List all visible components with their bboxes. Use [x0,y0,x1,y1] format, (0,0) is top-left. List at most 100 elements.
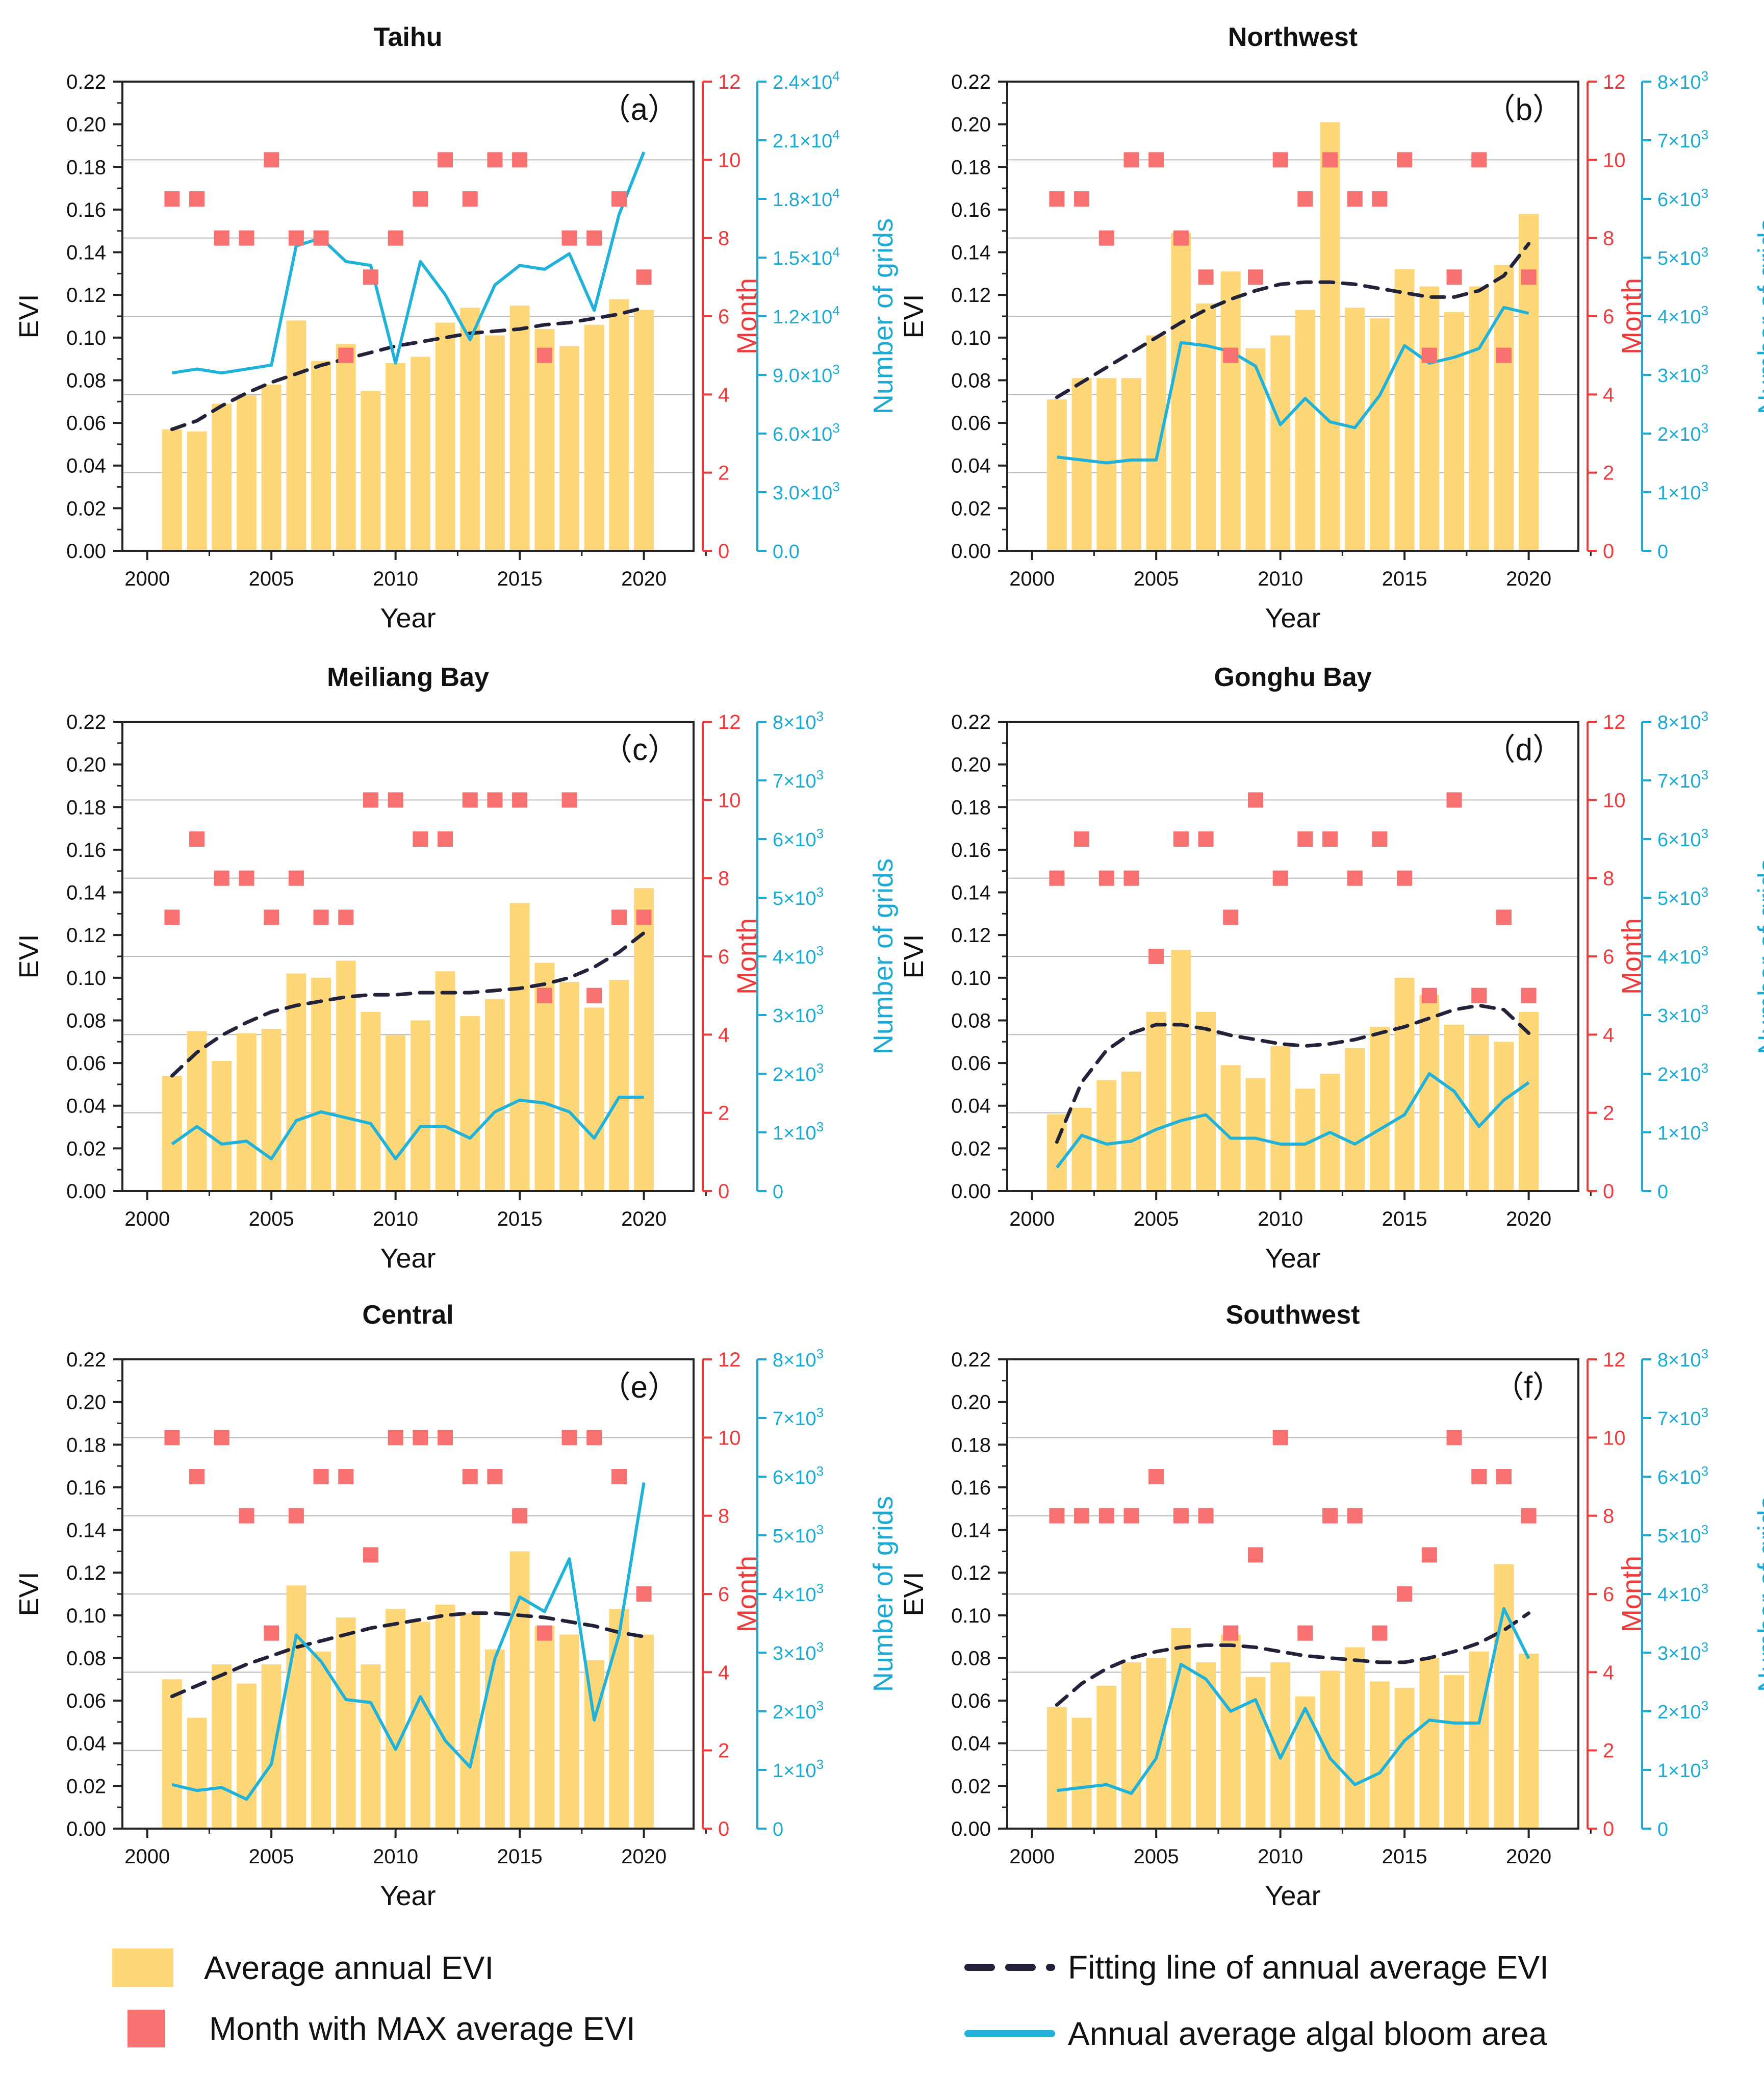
y-tick-label: 0.16 [951,199,991,221]
grid-tick-label: 6×103 [773,826,824,851]
evi-bar [1171,233,1191,551]
month-tick-label: 8 [1603,868,1614,890]
month-marker [164,909,180,925]
month-tick-label: 10 [1603,1427,1626,1449]
y-tick-label: 0.02 [66,1137,106,1160]
month-marker [1198,269,1214,285]
grid-tick-exponent: 4 [832,244,839,260]
grid-tick-base: 9.0×10 [773,365,832,387]
y-tick-label: 0.22 [66,71,106,93]
evi-bar [162,1679,182,1829]
month-marker [1347,191,1363,207]
evi-bar [1270,1046,1291,1191]
grid-tick-base: 2×10 [773,1702,816,1723]
x-tick-label: 2000 [1009,1845,1055,1868]
grid-tick-label: 4×103 [1657,943,1708,968]
grid-tick-base: 3×10 [1657,1005,1701,1027]
grid-tick-label: 5×103 [1657,884,1708,909]
evi-bar [634,1634,654,1829]
y-axis-evi: 0.00 0.02 0.04 0.06 0.08 0.10 0.12 0.14 0.16 0.18… [14,711,122,1203]
chart-title: Central [362,1300,453,1330]
evi-bar [386,1035,406,1191]
x-tick-label: 2010 [373,568,418,590]
month-marker [611,909,627,925]
evi-bar [336,1617,356,1829]
gridlines [122,1359,694,1751]
x-tick-label: 2005 [1134,1208,1179,1230]
month-marker [1247,269,1263,285]
evi-bar [460,308,480,551]
month-marker [536,347,552,363]
x-tick-label: 2020 [621,568,667,590]
y-tick-label: 0.02 [951,1137,991,1160]
grid-tick-exponent: 3 [1701,1698,1708,1713]
evi-bar [1394,977,1415,1191]
evi-bar [509,306,530,551]
y-tick-label: 0.08 [951,369,991,392]
grid-tick-base: 5×10 [1657,248,1701,269]
evi-bar [410,1020,430,1191]
evi-bar [1369,318,1390,551]
month-marker [1173,230,1189,246]
evi-bar [410,357,430,551]
month-tick-label: 12 [1603,711,1626,733]
grid-tick-exponent: 3 [1701,943,1708,958]
evi-bars [162,888,654,1191]
evi-bar [1519,214,1539,551]
evi-bar [1444,1024,1464,1191]
grid-tick-exponent: 3 [816,1639,824,1655]
x-tick-label: 2015 [1382,1845,1427,1868]
legend-line-swatch [964,2030,1055,2037]
y-tick-label: 0.18 [66,1434,106,1456]
grid-tick-label: 0 [1657,1181,1668,1203]
evi-bar [1220,1065,1241,1191]
grid-tick-label: 8×103 [773,1346,824,1371]
evi-bar [1096,1685,1117,1829]
x-tick-label: 2010 [1258,1208,1303,1230]
y-tick-label: 0.02 [951,1775,991,1797]
grid-tick-base: 0 [773,1819,783,1840]
bloom-line [171,151,646,375]
month-marker [636,1586,652,1602]
legend-marker-swatch [127,2010,165,2047]
evi-bar [237,395,257,551]
grid-tick-exponent: 3 [816,708,824,724]
evi-bars [1046,1564,1539,1829]
evi-bar [311,977,331,1191]
month-marker [1272,1430,1288,1446]
fit-line [170,306,646,432]
month-marker [586,988,602,1003]
y-tick-label: 0.10 [951,967,991,990]
y-tick-label: 0.14 [66,882,106,904]
grid-tick-label: 6×103 [1657,1463,1708,1488]
grid-tick-base: 0 [1657,1181,1668,1203]
evi-bar [460,1613,480,1829]
y-tick-label: 0.10 [66,967,106,990]
y-tick-label: 0.04 [951,1095,991,1118]
month-tick-label: 10 [1603,789,1626,812]
month-marker [487,152,503,168]
month-marker [1421,988,1437,1003]
month-marker [338,1469,354,1484]
grid-tick-base: 1.8×10 [773,189,832,211]
month-marker [1372,831,1388,847]
grid-tick-exponent: 3 [816,1002,824,1017]
evi-bar [311,361,331,551]
month-markers [1049,792,1537,1003]
month-marker [264,1625,279,1641]
grid-tick-base: 6×10 [1657,1467,1701,1488]
evi-bar [286,320,306,551]
evi-bar [1519,1011,1539,1191]
evi-bar [361,391,381,551]
grid-tick-base: 7×10 [1657,1408,1701,1430]
grid-tick-exponent: 3 [1701,1581,1708,1596]
evi-bars [162,299,654,551]
grid-tick-base: 7×10 [1657,771,1701,792]
grid-tick-label: 8×103 [773,708,824,733]
evi-bar [286,973,306,1191]
grid-tick-label: 1×103 [773,1757,824,1782]
y-tick-label: 0.18 [951,1434,991,1456]
grid-tick-exponent: 3 [1701,708,1708,724]
